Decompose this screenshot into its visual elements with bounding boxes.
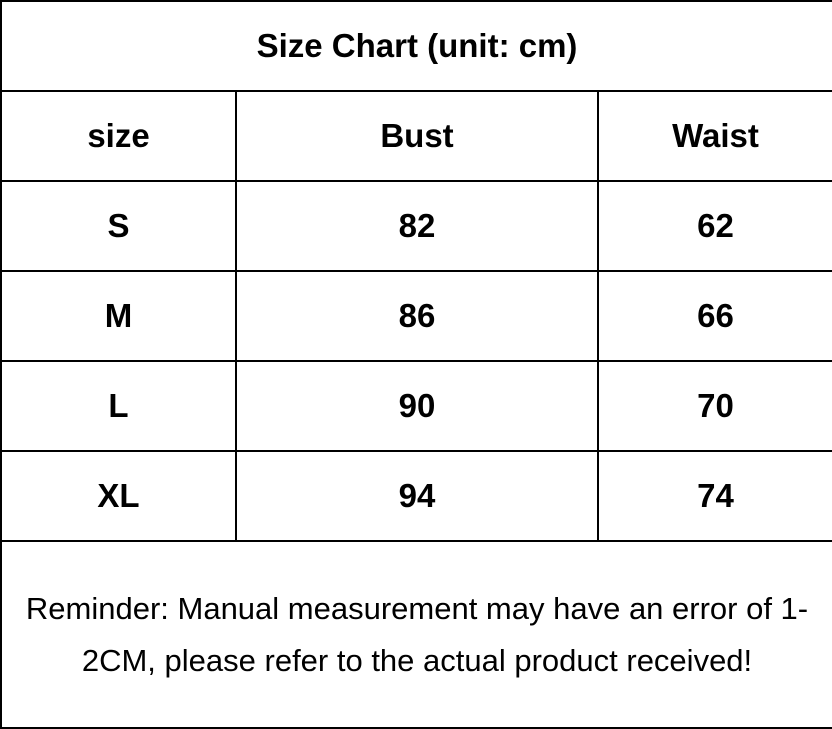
header-size: size [0, 90, 237, 182]
table-row: S 82 62 [0, 180, 832, 272]
size-cell: XL [0, 450, 237, 542]
size-cell: S [0, 180, 237, 272]
size-cell: M [0, 270, 237, 362]
waist-cell: 66 [596, 270, 832, 362]
table-title: Size Chart (unit: cm) [0, 0, 832, 92]
table-row: M 86 66 [0, 270, 832, 362]
table-row: XL 94 74 [0, 450, 832, 542]
bust-cell: 94 [235, 450, 599, 542]
bust-cell: 82 [235, 180, 599, 272]
waist-cell: 62 [596, 180, 832, 272]
size-cell: L [0, 360, 237, 452]
header-row: size Bust Waist [0, 90, 832, 182]
bust-cell: 90 [235, 360, 599, 452]
table-row: L 90 70 [0, 360, 832, 452]
waist-cell: 70 [596, 360, 832, 452]
header-bust: Bust [235, 90, 599, 182]
bust-cell: 86 [235, 270, 599, 362]
header-waist: Waist [596, 90, 832, 182]
reminder-note: Reminder: Manual measurement may have an… [0, 540, 832, 729]
waist-cell: 74 [596, 450, 832, 542]
